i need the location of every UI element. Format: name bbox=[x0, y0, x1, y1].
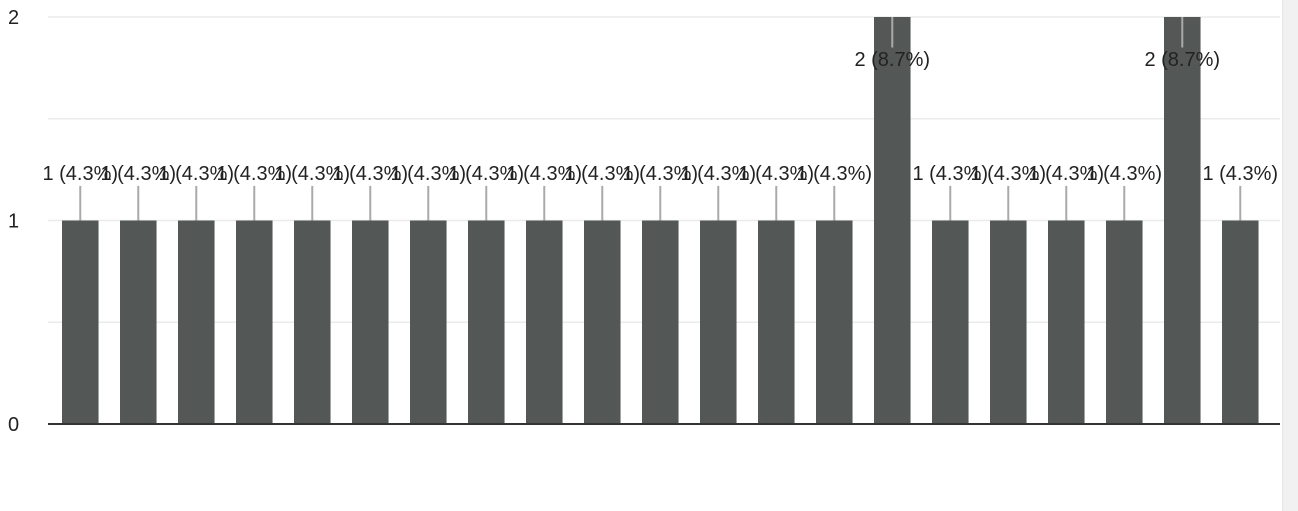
data-label: 1 (4.3%) bbox=[970, 163, 1046, 185]
y-tick-label: 2 bbox=[8, 7, 19, 29]
data-label: 2 (8.7%) bbox=[854, 49, 930, 71]
label-leaders bbox=[79, 17, 1242, 221]
bar bbox=[1106, 220, 1143, 424]
data-label: 1 (4.3%) bbox=[216, 163, 292, 185]
bar bbox=[758, 220, 795, 424]
y-tick-label: 1 bbox=[8, 211, 19, 233]
data-label: 1 (4.3%) bbox=[1086, 163, 1162, 185]
data-label: 1 (4.3%) bbox=[506, 163, 582, 185]
bar bbox=[816, 220, 853, 424]
y-axis-ticks: 0 1 2 bbox=[8, 7, 19, 436]
bar bbox=[352, 220, 389, 424]
bar bbox=[1222, 220, 1259, 424]
bar bbox=[584, 220, 621, 424]
bar bbox=[1048, 220, 1085, 424]
data-label: 1 (4.3%) bbox=[796, 163, 872, 185]
data-label: 1 (4.3%) bbox=[274, 163, 350, 185]
y-tick-label: 0 bbox=[8, 414, 19, 436]
data-label: 1 (4.3%) bbox=[1202, 163, 1278, 185]
data-label: 1 (4.3%) bbox=[564, 163, 640, 185]
bar bbox=[410, 220, 447, 424]
data-label: 1 (4.3%) bbox=[390, 163, 466, 185]
bar bbox=[990, 220, 1027, 424]
data-label: 1 (4.3%) bbox=[448, 163, 524, 185]
bar bbox=[526, 220, 563, 424]
bar bbox=[642, 220, 679, 424]
bar bbox=[1164, 17, 1201, 424]
data-label: 1 (4.3%) bbox=[680, 163, 756, 185]
data-label: 2 (8.7%) bbox=[1144, 49, 1220, 71]
bar bbox=[874, 17, 911, 424]
data-label: 1 (4.3%) bbox=[42, 163, 118, 185]
data-label: 1 (4.3%) bbox=[912, 163, 988, 185]
data-label: 1 (4.3%) bbox=[1028, 163, 1104, 185]
data-label: 1 (4.3%) bbox=[738, 163, 814, 185]
bars bbox=[62, 17, 1259, 424]
bar bbox=[236, 220, 273, 424]
bar bbox=[932, 220, 969, 424]
data-label: 1 (4.3%) bbox=[622, 163, 698, 185]
data-label: 1 (4.3%) bbox=[158, 163, 234, 185]
scrollbar-track[interactable] bbox=[1282, 0, 1298, 511]
bar bbox=[294, 220, 331, 424]
bar bbox=[468, 220, 505, 424]
bar bbox=[178, 220, 215, 424]
bar bbox=[120, 220, 157, 424]
bar bbox=[700, 220, 737, 424]
bar bbox=[62, 220, 99, 424]
data-labels: 1 (4.3%)1 (4.3%)1 (4.3%)1 (4.3%)1 (4.3%)… bbox=[42, 49, 1278, 185]
data-label: 1 (4.3%) bbox=[332, 163, 408, 185]
data-label: 1 (4.3%) bbox=[100, 163, 176, 185]
